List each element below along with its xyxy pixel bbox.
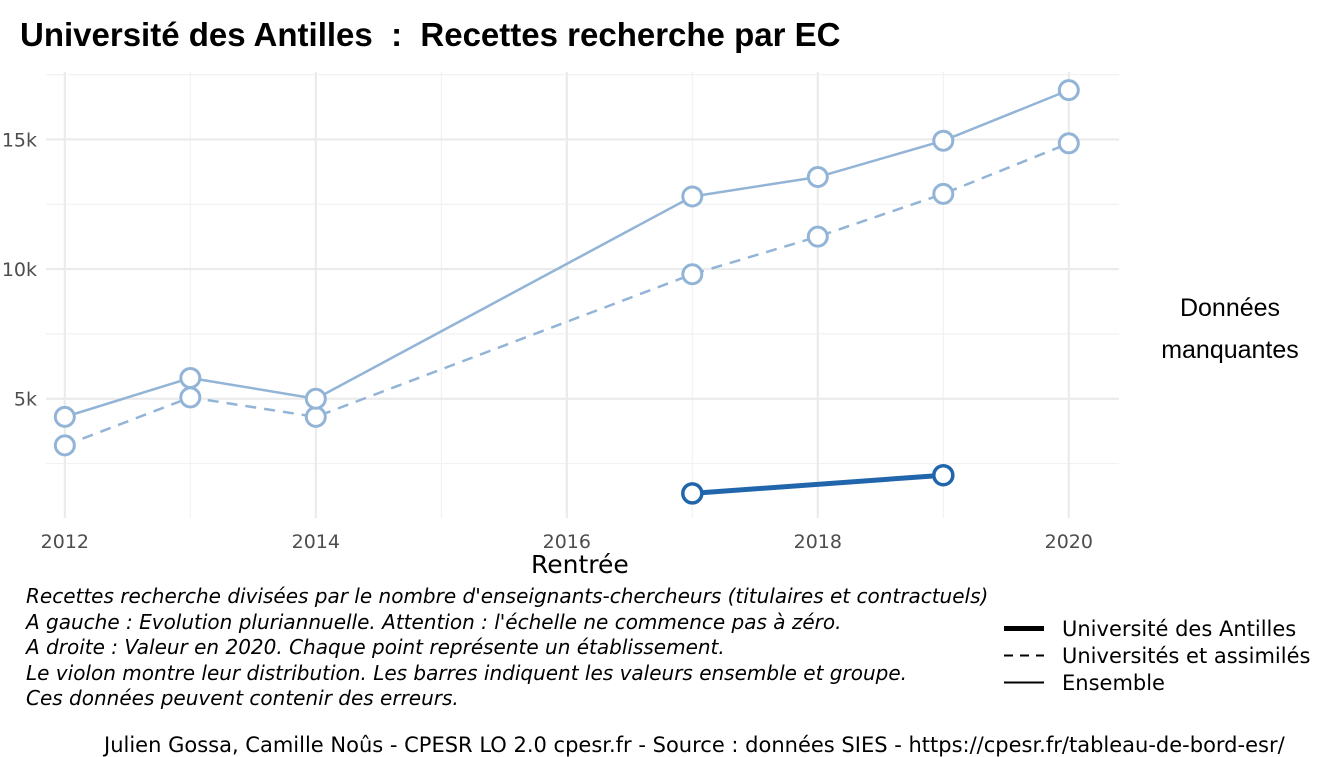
legend-key-solid-line: [1004, 681, 1044, 684]
chart-title: Université des Antilles : Recettes reche…: [20, 16, 841, 53]
data-point: [681, 482, 704, 505]
series-line-0: [692, 472, 944, 496]
data-point: [806, 225, 829, 248]
y-tick-label: 10k: [2, 259, 37, 281]
series-layer: [53, 79, 1080, 505]
caption-line: Le violon montre leur distribution. Les …: [26, 660, 907, 685]
data-point: [932, 463, 955, 487]
legend-label: Ensemble: [1062, 670, 1165, 695]
data-point: [806, 166, 829, 189]
legend-item-universites-et-assimiles: Universités et assimilés: [1000, 642, 1310, 669]
legend-item-ensemble: Ensemble: [1000, 669, 1310, 696]
data-point: [53, 405, 76, 428]
legend-key-dashed-line: [1004, 654, 1044, 657]
missing-data-line-2: manquantes: [1161, 336, 1299, 364]
data-point: [1057, 79, 1080, 102]
data-point: [932, 182, 955, 205]
data-point: [304, 405, 327, 428]
tick-labels: 2012 2014 2016 2018 2020 5k 10k 15k: [2, 129, 1093, 553]
x-tick-label: 2020: [1045, 531, 1093, 553]
legend-key-thick-line: [1004, 626, 1044, 631]
caption-line: A droite : Valeur en 2020. Chaque point …: [26, 635, 725, 660]
missing-data-line-1: Données: [1179, 294, 1281, 322]
x-tick-label: 2016: [543, 531, 591, 553]
legend-label: Université des Antilles: [1062, 616, 1297, 641]
grid: [46, 72, 1119, 518]
x-tick-label: 2014: [292, 531, 340, 553]
x-tick-label: 2018: [794, 531, 842, 553]
data-point: [681, 185, 704, 208]
data-point: [179, 366, 202, 389]
data-point: [1057, 132, 1080, 155]
x-tick-label: 2012: [41, 531, 89, 553]
caption: Recettes recherche divisées par le nombr…: [26, 584, 988, 712]
data-point: [304, 387, 327, 410]
x-axis-label: Rentrée: [531, 550, 629, 579]
caption-line: Ces données peuvent contenir des erreurs…: [26, 686, 459, 711]
y-tick-label: 5k: [14, 389, 37, 411]
caption-line: Recettes recherche divisées par le nombr…: [26, 584, 989, 608]
credits: Julien Gossa, Camille Noûs - CPESR LO 2.…: [104, 733, 1285, 757]
y-tick-label: 15k: [2, 129, 37, 151]
missing-data-note: Données manquantes: [1140, 287, 1320, 371]
legend-item-universite-des-antilles: Université des Antilles: [1000, 615, 1310, 642]
data-point: [932, 129, 955, 152]
caption-line: A gauche : Evolution pluriannuelle. Atte…: [26, 609, 842, 634]
legend-label: Universités et assimilés: [1062, 643, 1311, 668]
data-point: [53, 434, 76, 457]
legend: Université des Antilles Universités et a…: [1000, 615, 1310, 696]
data-point: [681, 263, 704, 286]
data-point: [179, 386, 202, 409]
